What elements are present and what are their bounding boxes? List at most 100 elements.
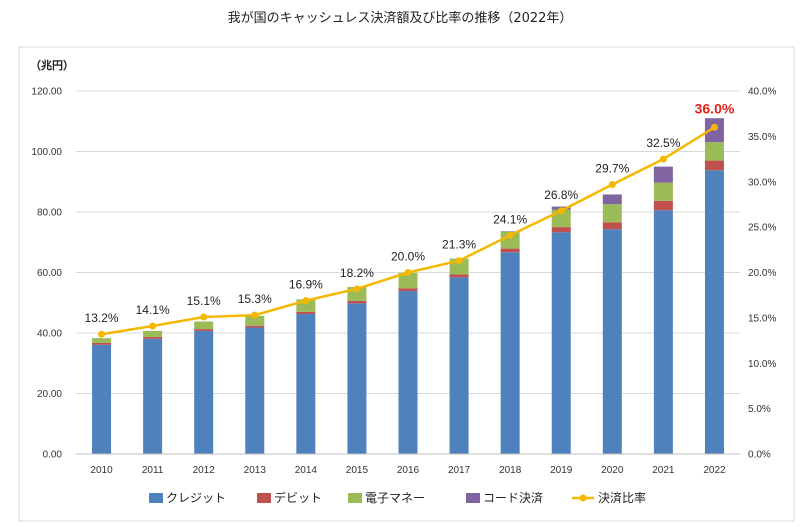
bar-segment	[500, 252, 520, 454]
ratio-data-label: 15.3%	[238, 292, 272, 306]
ratio-data-label: 15.1%	[187, 294, 221, 308]
ratio-point	[404, 269, 412, 276]
legend-swatch	[257, 493, 271, 503]
bar-segment	[704, 160, 724, 171]
bar-segment	[245, 327, 265, 454]
bar-segment	[602, 204, 622, 223]
y2-tick-label: 0.0%	[748, 450, 771, 461]
chart-title: 我が国のキャッシュレス決済額及び比率の推移（2022年）	[228, 10, 573, 26]
x-tick-label: 2013	[244, 465, 267, 476]
ratio-data-label: 26.8%	[544, 188, 578, 202]
ratio-point	[98, 330, 106, 338]
bar-segment	[92, 342, 112, 345]
y2-tick-label: 35.0%	[748, 132, 776, 143]
bar-segment	[296, 313, 316, 454]
y2-tick-label: 20.0%	[748, 268, 776, 279]
bar-segment	[653, 200, 673, 211]
bar-segment	[653, 182, 673, 201]
y2-tick-label: 5.0%	[748, 404, 771, 415]
ratio-point	[353, 285, 361, 293]
x-tick-label: 2022	[703, 465, 726, 476]
x-tick-label: 2014	[295, 465, 318, 476]
y-tick-label: 20.00	[37, 389, 62, 400]
legend: クレジット デビット 電子マネー コード決済 決済比率	[149, 490, 646, 505]
x-tick-label: 2018	[499, 465, 522, 476]
x-tick-label: 2021	[652, 465, 675, 476]
bar-segment	[143, 338, 163, 454]
ratio-point	[149, 322, 157, 330]
label-layer: 13.2% 14.1% 15.1% 15.3% 16.9% 18.2% 20.0% 21.3%…	[85, 100, 735, 325]
y2-tick-label: 30.0%	[748, 177, 776, 188]
ratio-data-label: 32.5%	[646, 136, 680, 150]
bar-segment	[398, 290, 418, 454]
bar-segment	[602, 222, 622, 230]
bar-segment	[398, 272, 418, 289]
y2-tick-label: 15.0%	[748, 313, 776, 324]
bar-segment	[92, 344, 112, 454]
y-tick-label: 0.00	[43, 450, 63, 461]
bar-segment	[143, 330, 163, 337]
y-tick-label: 40.00	[37, 329, 62, 340]
legend-label: 電子マネー	[365, 491, 425, 505]
bar-segment	[704, 142, 724, 161]
ratio-point	[302, 297, 310, 305]
x-tick-label: 2020	[601, 465, 624, 476]
legend-swatch	[466, 493, 480, 503]
x-tick-label: 2017	[448, 465, 471, 476]
bar-segment	[500, 231, 520, 249]
bar-segment	[92, 338, 112, 343]
legend-swatch	[149, 493, 163, 503]
ratio-point	[251, 311, 259, 319]
bar-segment	[194, 329, 214, 331]
ratio-data-label: 16.9%	[289, 278, 323, 292]
bar-segment	[602, 194, 622, 205]
ratio-data-label: 13.2%	[85, 311, 119, 325]
x-tick-label: 2011	[142, 465, 164, 476]
bar-segment	[449, 274, 469, 278]
legend-label: クレジット	[166, 491, 226, 505]
ratio-point	[200, 313, 208, 321]
bar-segment	[245, 325, 265, 328]
chart-border	[18, 46, 795, 522]
ratio-point	[659, 155, 667, 163]
x-tick-label: 2010	[90, 465, 113, 476]
ratio-point	[455, 257, 463, 265]
x-tick-label: 2016	[397, 465, 420, 476]
ratio-data-label: 18.2%	[340, 266, 374, 280]
legend-label: コード決済	[483, 490, 543, 505]
line-layer	[98, 123, 718, 338]
bar-segment	[653, 210, 673, 454]
x-tick-label: 2019	[550, 465, 573, 476]
bar-segment	[296, 311, 316, 314]
legend-label: デビット	[274, 490, 322, 505]
bar-segment	[194, 321, 214, 330]
x-tick-label: 2012	[193, 465, 216, 476]
y2-tick-label: 10.0%	[748, 359, 776, 370]
ratio-point	[710, 123, 718, 131]
ratio-data-label: 20.0%	[391, 250, 425, 264]
bar-segment	[194, 330, 214, 454]
bar-segment	[500, 248, 520, 253]
y-tick-label: 80.00	[37, 208, 62, 219]
legend-swatch	[348, 493, 362, 503]
legend-marker	[579, 494, 587, 502]
bar-segment	[143, 336, 163, 339]
bar-segment	[704, 170, 724, 454]
y-tick-label: 100.00	[31, 147, 62, 158]
ratio-data-label: 24.1%	[493, 212, 527, 226]
ratio-point	[557, 207, 565, 215]
bar-segment	[551, 227, 571, 233]
y-tick-label: 60.00	[37, 268, 62, 279]
bar-segment	[245, 315, 265, 326]
bar-segment	[653, 166, 673, 183]
bar-segment	[398, 288, 418, 291]
bar-segment	[602, 229, 622, 454]
y-tick-label: 120.00	[31, 87, 62, 98]
axis-layer: 0.00 20.00 40.00 60.00 80.00 100.00 120.00 0.0%…	[31, 87, 776, 477]
y-axis-unit-label: （兆円）	[30, 58, 74, 72]
ratio-point	[608, 180, 616, 188]
bar-segment	[347, 300, 367, 304]
ratio-data-label: 21.3%	[442, 238, 476, 252]
